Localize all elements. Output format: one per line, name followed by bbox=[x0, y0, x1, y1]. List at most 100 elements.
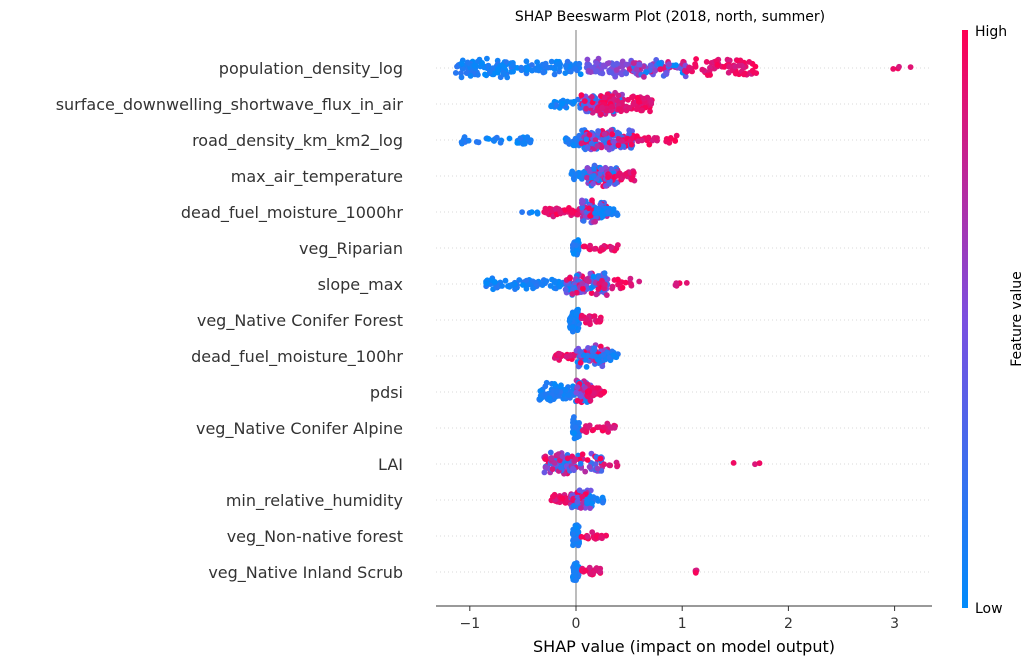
shap-point bbox=[578, 140, 585, 147]
shap-point bbox=[643, 69, 650, 75]
feature-label: dead_fuel_moisture_1000hr bbox=[181, 203, 404, 223]
feature-label: dead_fuel_moisture_100hr bbox=[191, 347, 403, 367]
shap-point bbox=[580, 218, 587, 224]
shap-point bbox=[586, 564, 593, 571]
shap-point bbox=[583, 105, 589, 112]
shap-point bbox=[546, 395, 553, 402]
shap-point bbox=[571, 435, 578, 442]
shap-point bbox=[666, 61, 672, 68]
shap-point bbox=[557, 64, 563, 71]
shap-point bbox=[583, 364, 590, 370]
shap-point bbox=[692, 62, 699, 69]
shap-point bbox=[614, 97, 621, 104]
shap-point bbox=[482, 71, 488, 78]
shap-point bbox=[567, 316, 573, 322]
shap-point bbox=[534, 66, 541, 73]
shap-point bbox=[615, 92, 622, 99]
colorbar-title: Feature value bbox=[1009, 271, 1025, 367]
x-tick-label: 2 bbox=[784, 616, 793, 632]
shap-point bbox=[741, 71, 747, 78]
shap-point bbox=[548, 102, 555, 109]
feature-label: surface_downwelling_shortwave_flux_in_ai… bbox=[56, 95, 404, 115]
shap-point bbox=[595, 128, 601, 134]
shap-point bbox=[746, 59, 753, 65]
shap-point bbox=[473, 139, 480, 145]
shap-point bbox=[570, 419, 576, 426]
shap-point bbox=[580, 198, 586, 205]
shap-point bbox=[541, 469, 548, 476]
shap-point bbox=[584, 457, 591, 463]
shap-point bbox=[577, 71, 584, 78]
chart-title: SHAP Beeswarm Plot (2018, north, summer) bbox=[515, 9, 825, 25]
x-axis-ticks: −1 0 1 2 3 bbox=[459, 606, 899, 632]
shap-point bbox=[672, 138, 679, 144]
shap-point bbox=[582, 213, 589, 220]
shap-point bbox=[452, 70, 459, 76]
shap-point bbox=[571, 250, 577, 257]
shap-point bbox=[584, 498, 590, 505]
shap-point bbox=[570, 503, 577, 509]
shap-point bbox=[562, 70, 569, 76]
colorbar-high-label: High bbox=[975, 24, 1007, 40]
shap-point bbox=[568, 171, 575, 177]
shap-point bbox=[556, 68, 563, 75]
shap-point bbox=[582, 504, 589, 511]
shap-point bbox=[570, 567, 577, 573]
shap-point bbox=[570, 142, 577, 149]
scatter-points bbox=[452, 55, 914, 583]
shap-point bbox=[526, 281, 533, 288]
shap-point bbox=[534, 209, 541, 216]
shap-point bbox=[527, 139, 534, 146]
shap-point bbox=[628, 141, 635, 148]
shap-point bbox=[599, 104, 606, 111]
shap-point bbox=[578, 465, 585, 471]
shap-point bbox=[607, 424, 614, 431]
shap-point bbox=[590, 427, 597, 433]
shap-point bbox=[648, 99, 655, 105]
shap-point bbox=[569, 291, 576, 297]
shap-point bbox=[610, 352, 617, 358]
shap-point bbox=[573, 311, 580, 318]
shap-point bbox=[707, 72, 713, 78]
shap-point bbox=[896, 63, 902, 70]
shap-point bbox=[551, 66, 558, 73]
shap-point bbox=[622, 279, 629, 286]
shap-point bbox=[571, 430, 577, 437]
shap-point bbox=[584, 61, 591, 67]
shap-point bbox=[608, 244, 615, 251]
shap-point bbox=[582, 468, 589, 475]
shap-point bbox=[619, 284, 626, 291]
shap-point bbox=[574, 397, 581, 404]
x-axis-label: SHAP value (impact on model output) bbox=[533, 637, 835, 656]
shap-point bbox=[594, 465, 601, 472]
shap-point bbox=[570, 465, 576, 472]
shap-point bbox=[529, 62, 535, 68]
shap-point bbox=[587, 321, 593, 328]
shap-point bbox=[483, 280, 490, 287]
shap-point bbox=[583, 429, 590, 435]
shap-point bbox=[639, 137, 645, 144]
shap-point bbox=[578, 505, 584, 511]
shap-point bbox=[584, 533, 591, 540]
shap-point bbox=[591, 346, 598, 353]
shap-point bbox=[599, 246, 606, 253]
shap-point bbox=[562, 62, 569, 69]
shap-point bbox=[577, 359, 584, 366]
shap-point bbox=[574, 498, 581, 505]
shap-point bbox=[486, 69, 493, 75]
shap-point bbox=[630, 169, 637, 176]
colorbar bbox=[962, 30, 968, 608]
shap-point bbox=[585, 278, 592, 285]
shap-point bbox=[623, 70, 629, 76]
shap-point bbox=[652, 68, 658, 74]
feature-label: veg_Riparian bbox=[299, 239, 403, 259]
shap-point bbox=[559, 453, 566, 460]
shap-point bbox=[601, 388, 608, 395]
feature-labels: population_density_log surface_downwellin… bbox=[56, 59, 404, 583]
shap-point bbox=[542, 60, 549, 67]
shap-point bbox=[467, 73, 474, 79]
shap-point bbox=[494, 66, 501, 73]
shap-point bbox=[623, 61, 630, 68]
shap-point bbox=[616, 170, 623, 177]
